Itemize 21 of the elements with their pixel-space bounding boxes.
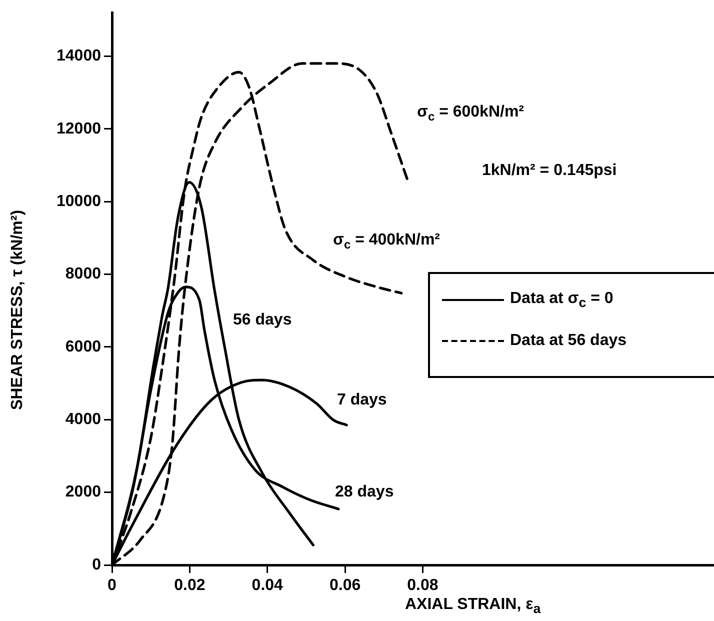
x-tick-label: 0.02	[174, 577, 206, 594]
y-axis-title: SHEAR STRESS, τ (kN/m²)	[9, 210, 27, 410]
x-tick-label: 0.06	[329, 577, 361, 594]
y-tick-label: 0	[92, 556, 102, 574]
series-label: 56 days	[233, 311, 292, 328]
x-tick-label: 0	[108, 577, 117, 594]
x-tick-label: 0.08	[407, 577, 438, 594]
annotation: Data at 56 days	[510, 332, 627, 350]
y-tick-label: 4000	[65, 411, 102, 428]
y-tick-label: 14000	[56, 48, 102, 65]
y-tick-label: 6000	[65, 338, 102, 356]
x-tick-label: 0.04	[252, 577, 284, 594]
y-tick-label: 8000	[65, 266, 102, 283]
series-label: 7 days	[337, 391, 387, 408]
y-tick-label: 12000	[56, 120, 102, 138]
y-tick-label: 2000	[65, 484, 102, 501]
annotation: 1kN/m² = 0.145psi	[482, 162, 617, 180]
x-axis-title: AXIAL STRAIN, ε$_{a}$	[405, 596, 541, 616]
annotation: Data at σ$_{c}$ = 0	[510, 290, 614, 310]
series-label: 28 days	[335, 483, 394, 500]
y-tick-label: 10000	[56, 192, 102, 210]
